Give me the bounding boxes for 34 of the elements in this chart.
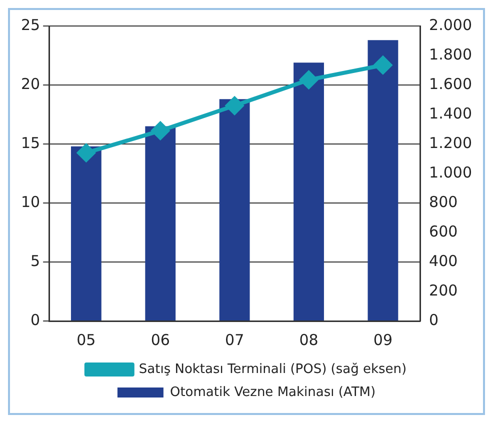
point [300, 70, 318, 89]
y-tick-label: 25 [20, 16, 40, 34]
y2-tick-label: 200 [429, 281, 458, 300]
y2-tick-label: 1.200 [429, 134, 472, 152]
point [77, 144, 96, 162]
point [374, 56, 392, 74]
y2-tick-label: 2.000 [429, 16, 472, 34]
y-tick-label: 5 [30, 252, 40, 270]
y2-tick-label: 1.800 [429, 45, 472, 64]
x-tick-label: 05 [76, 330, 96, 349]
x-tick-label: 06 [150, 330, 170, 349]
bar [294, 62, 324, 320]
bar [219, 99, 250, 320]
y2-tick-label: 0 [429, 310, 439, 329]
point [151, 122, 170, 140]
y2-tick-label: 800 [429, 192, 458, 211]
y-tick-label: 15 [20, 134, 40, 152]
y2-tick-label: 400 [429, 252, 458, 270]
y-tick-label: 20 [20, 74, 40, 93]
y2-tick-label: 1.000 [429, 163, 472, 182]
y2-tick-label: 1.600 [429, 74, 472, 93]
y2-tick-label: 600 [429, 222, 458, 240]
point [226, 96, 244, 115]
bar [70, 146, 102, 320]
bar [368, 40, 398, 320]
y-tick-label: 0 [30, 310, 40, 329]
y2-tick-label: 1.400 [429, 104, 472, 122]
y-tick-label: 10 [20, 192, 40, 211]
legend-label: Satış Noktası Terminali (POS) (sağ eksen) [138, 362, 407, 377]
legend-label: Otomatik Vezne Makinası (ATM) [170, 384, 376, 400]
x-tick-label: 07 [225, 330, 244, 349]
x-tick-label: 09 [373, 330, 393, 349]
x-tick-label: 08 [299, 330, 318, 349]
bar [145, 126, 176, 320]
